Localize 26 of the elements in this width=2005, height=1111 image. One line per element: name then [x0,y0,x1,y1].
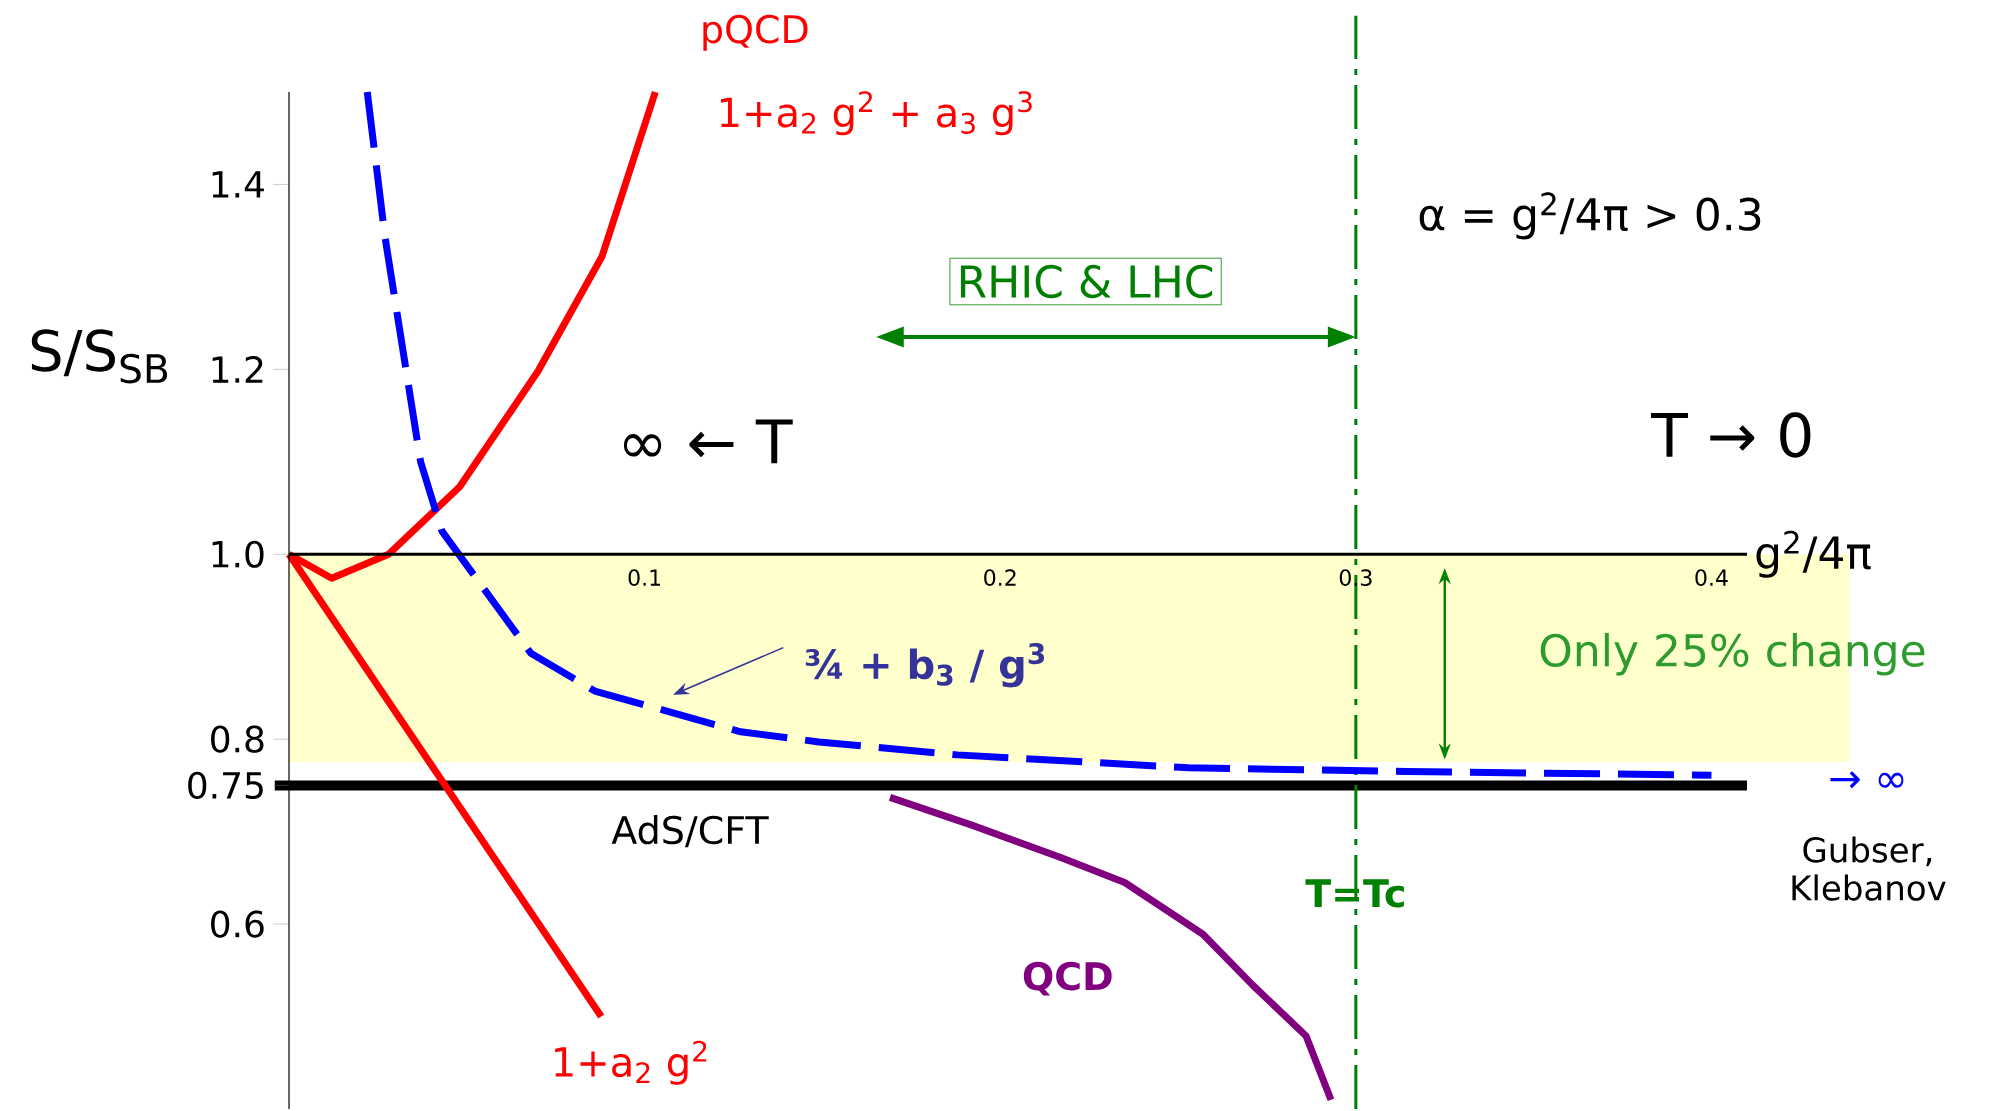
x-tick-label: 0.3 [1339,569,1372,586]
text: Gubser, Klebanov [1792,836,1946,901]
y-tick-label: 1.0 [212,540,264,568]
y-axis-title: S/S$_{SB}$ [31,329,168,384]
annotation: T → 0 [1650,412,1811,458]
x-tick-label: 0.1 [628,569,661,586]
series-label: ¾ + b$_{3}$ / g$^{3}$ [805,642,1045,688]
y-tick-label: 1.4 [212,171,264,198]
y-tick-label: 0.75 [188,771,263,799]
annotation: ∞ ← T [623,419,793,464]
text: pQCD [703,14,808,51]
x-tick-label: 0.2 [984,569,1016,586]
annotation: α = g$^{2}$/4π > 0.3 [1419,192,1761,240]
x-axis-title: g$^{2}$/4π [1756,530,1871,578]
ref-line-label: AdS/CFT [611,814,769,848]
band-label: Only 25% change [1540,632,1925,676]
series-label: QCD [1023,961,1112,996]
annotation: RHIC & LHC [960,264,1213,299]
y-tick-label: 0.8 [211,725,264,753]
text: → ∞ [1830,771,1904,789]
y-tick-label: 0.6 [211,910,264,938]
ref-line-label: T=Tc [1305,879,1404,908]
y-tick-label: 1.2 [212,355,263,383]
series-label: 1+a$_{2}$ g$^{2}$ + a$_{3}$ g$^{3}$ [720,91,1032,136]
x-tick-label: 0.4 [1695,569,1728,586]
series-label: 1+a$_{2}$ g$^{2}$ [555,1040,707,1085]
